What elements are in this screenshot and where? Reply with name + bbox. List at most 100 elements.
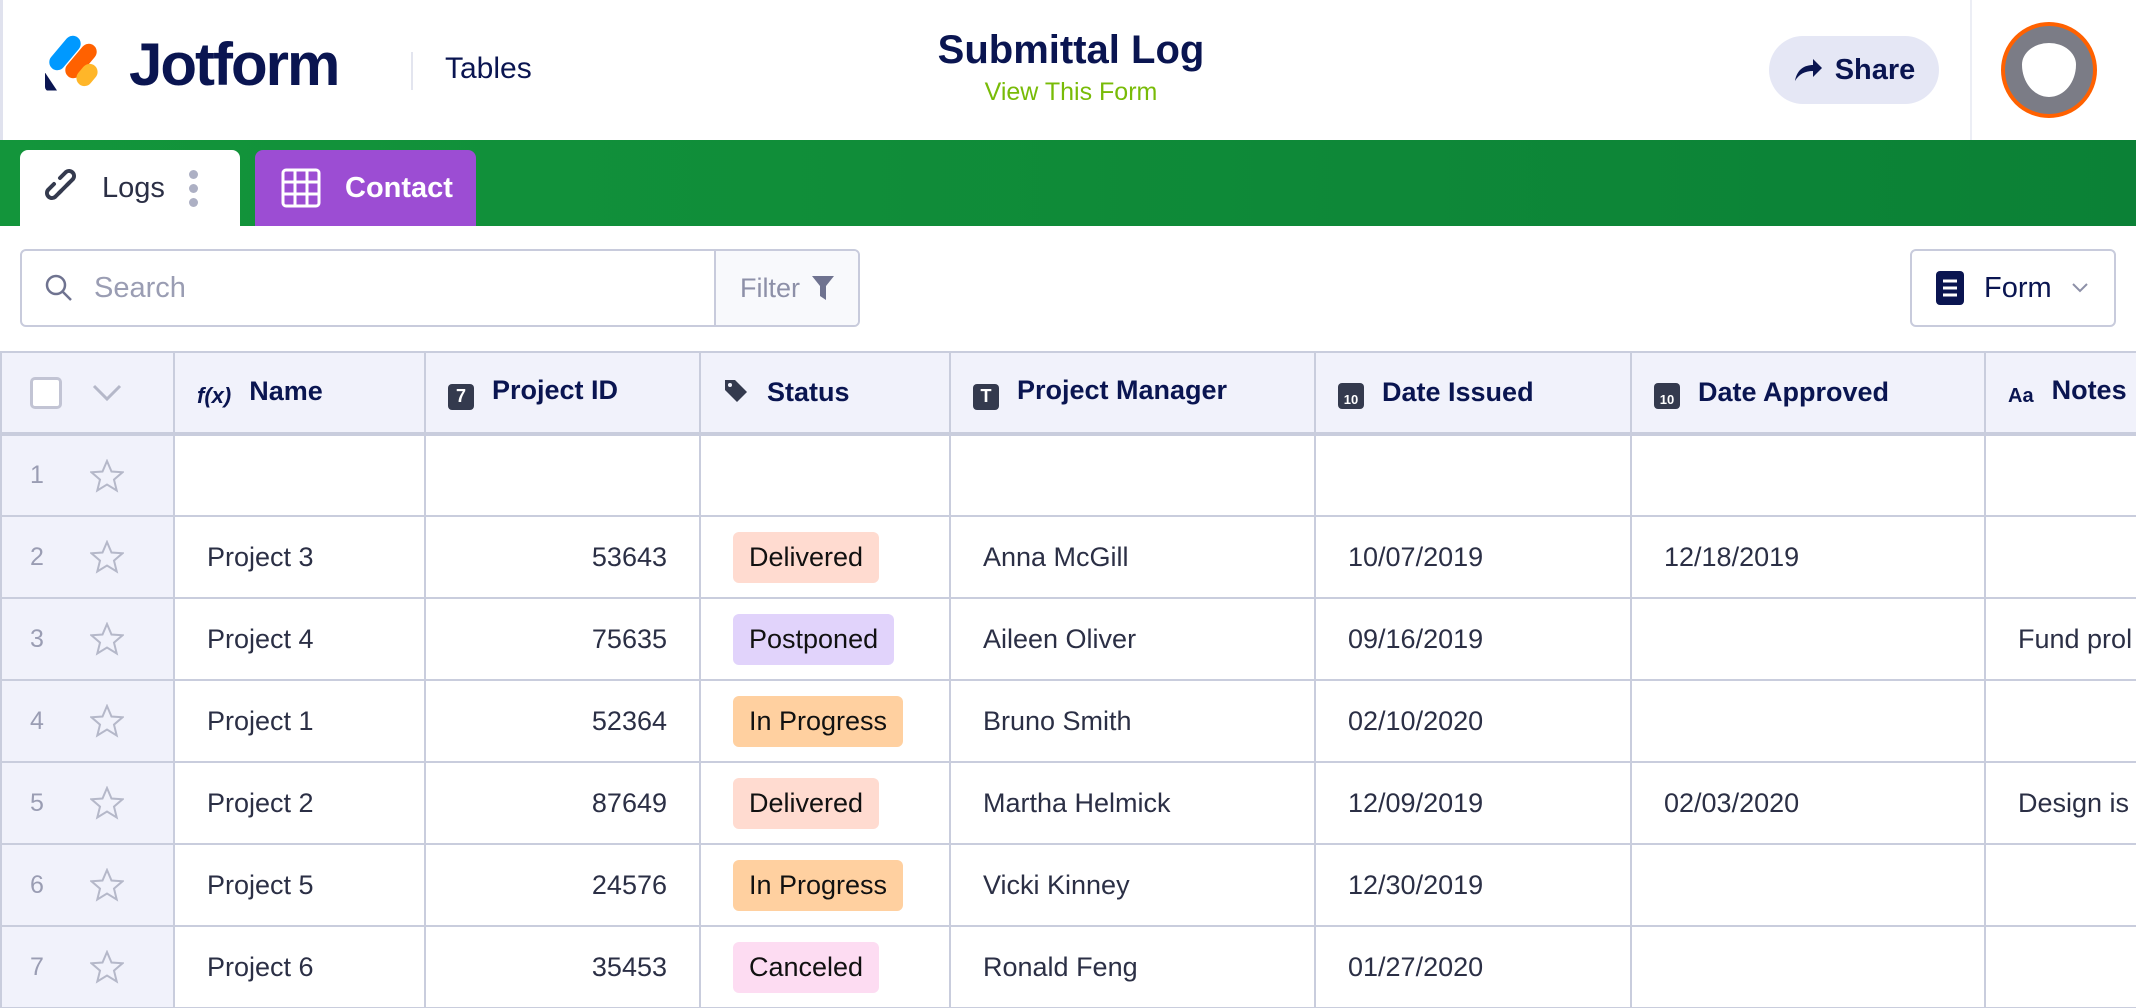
cell-status[interactable] [699,433,951,517]
filter-button[interactable]: Filter [714,251,858,325]
cell-date-issued[interactable]: 12/09/2019 [1314,761,1632,845]
cell-project-id[interactable] [424,433,701,517]
column-header-notes[interactable]: Aa Notes [1984,351,2136,436]
cell-project-id[interactable]: 75635 [424,597,701,681]
cell-notes[interactable]: Fund prol [1984,597,2136,681]
cell-project-id[interactable]: 52364 [424,679,701,763]
cell-notes[interactable] [1984,679,2136,763]
cell-project-id[interactable]: 87649 [424,761,701,845]
star-icon[interactable] [90,868,124,902]
row-number: 7 [30,952,44,981]
jotform-logo[interactable]: Jotform [43,30,340,99]
column-header-date-issued[interactable]: 10 Date Issued [1314,351,1632,436]
column-header-name[interactable]: f(x) Name [173,351,426,436]
cell-project-manager[interactable]: Ronald Feng [949,925,1316,1008]
cell-notes[interactable] [1984,925,2136,1008]
cell-date-approved[interactable]: 12/18/2019 [1630,515,1986,599]
cell-project-id[interactable]: 24576 [424,843,701,927]
formula-icon: f(x) [197,383,232,408]
table-row[interactable]: 7 Project 6 35453 Canceled Ronald Feng 0… [0,925,2136,1008]
cell-name[interactable]: Project 2 [173,761,426,845]
filter-label: Filter [740,272,800,303]
filter-icon [812,276,834,300]
table-row[interactable]: 6 Project 5 24576 In Progress Vicki Kinn… [0,843,2136,927]
cell-date-approved[interactable] [1630,843,1986,927]
star-icon[interactable] [90,540,124,574]
column-header-status[interactable]: Status [699,351,951,436]
table-row[interactable]: 1 [0,433,2136,517]
search-placeholder: Search [94,271,186,304]
cell-notes[interactable]: Design is [1984,761,2136,845]
cell-project-manager[interactable]: Martha Helmick [949,761,1316,845]
row-controls: 4 [0,679,175,763]
tab-logs[interactable]: Logs [20,150,240,226]
view-form-link[interactable]: View This Form [984,78,1158,106]
cell-project-manager[interactable]: Aileen Oliver [949,597,1316,681]
cell-name[interactable]: Project 3 [173,515,426,599]
column-header-project-id[interactable]: 7 Project ID [424,351,701,436]
tab-label: Logs [102,171,165,204]
table-row[interactable]: 3 Project 4 75635 Postponed Aileen Olive… [0,597,2136,681]
cell-date-approved[interactable] [1630,925,1986,1008]
cell-status[interactable]: Canceled [699,925,951,1008]
search-input[interactable]: Search [22,251,714,325]
cell-project-manager[interactable]: Anna McGill [949,515,1316,599]
cell-project-manager[interactable]: Vicki Kinney [949,843,1316,927]
cell-date-issued[interactable] [1314,433,1632,517]
cell-name[interactable]: Project 4 [173,597,426,681]
cell-name[interactable] [173,433,426,517]
number-icon: 7 [448,383,474,410]
row-controls: 1 [0,433,175,517]
star-icon[interactable] [90,950,124,984]
cell-date-issued[interactable]: 02/10/2020 [1314,679,1632,763]
star-icon[interactable] [90,622,124,656]
avatar[interactable] [2001,22,2097,118]
star-icon[interactable] [90,458,124,493]
more-vertical-icon[interactable] [188,169,198,207]
cell-notes[interactable] [1984,843,2136,927]
cell-project-id[interactable]: 35453 [424,925,701,1008]
row-number: 2 [30,542,44,571]
product-name: Tables [445,52,532,85]
column-header-project-manager[interactable]: T Project Manager [949,351,1316,436]
cell-status[interactable]: Delivered [699,761,951,845]
select-all-checkbox[interactable] [30,376,62,409]
column-header-date-approved[interactable]: 10 Date Approved [1630,351,1986,436]
cell-date-issued[interactable]: 09/16/2019 [1314,597,1632,681]
cell-name[interactable]: Project 5 [173,843,426,927]
cell-status[interactable]: In Progress [699,679,951,763]
star-icon[interactable] [90,704,124,738]
cell-status[interactable]: In Progress [699,843,951,927]
view-select-button[interactable]: Form [1910,249,2116,327]
cell-notes[interactable] [1984,515,2136,599]
table-row[interactable]: 5 Project 2 87649 Delivered Martha Helmi… [0,761,2136,845]
cell-project-manager[interactable] [949,433,1316,517]
table-row[interactable]: 2 Project 3 53643 Delivered Anna McGill … [0,515,2136,599]
status-badge: Delivered [733,777,880,829]
cell-name[interactable]: Project 6 [173,925,426,1008]
table-row[interactable]: 4 Project 1 52364 In Progress Bruno Smit… [0,679,2136,763]
row-number: 4 [30,706,44,735]
cell-date-approved[interactable] [1630,433,1986,517]
cell-project-id[interactable]: 53643 [424,515,701,599]
search-bar: Search Filter [20,249,860,327]
text-icon: T [973,383,999,410]
star-icon[interactable] [90,786,124,820]
cell-date-approved[interactable]: 02/03/2020 [1630,761,1986,845]
page-title: Submittal Log [937,28,1205,72]
cell-date-approved[interactable] [1630,597,1986,681]
share-button[interactable]: Share [1769,36,1939,104]
search-icon [45,274,72,301]
cell-date-issued[interactable]: 10/07/2019 [1314,515,1632,599]
cell-date-approved[interactable] [1630,679,1986,763]
cell-status[interactable]: Postponed [699,597,951,681]
cell-date-issued[interactable]: 01/27/2020 [1314,925,1632,1008]
cell-project-manager[interactable]: Bruno Smith [949,679,1316,763]
cell-date-issued[interactable]: 12/30/2019 [1314,843,1632,927]
cell-status[interactable]: Delivered [699,515,951,599]
cell-name[interactable]: Project 1 [173,679,426,763]
tab-contact[interactable]: Contact [255,150,476,226]
cell-notes[interactable] [1984,433,2136,517]
status-badge: In Progress [733,695,904,747]
chevron-down-icon[interactable] [92,384,122,402]
